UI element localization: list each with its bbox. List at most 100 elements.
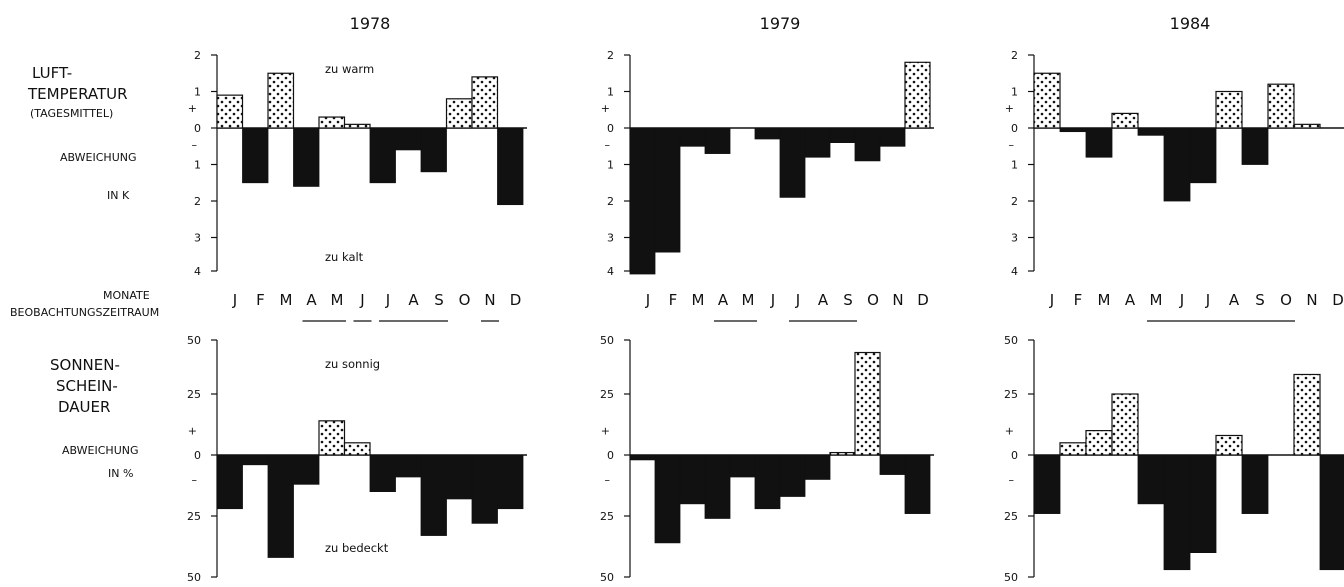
bar-1978-5 [318,116,346,129]
bar-1978-1 [216,454,243,510]
month-label: A [818,291,829,309]
bar-1979-9 [829,451,856,456]
y-tick-label: 2 [1011,49,1018,62]
y-tick-label: 2 [607,195,614,208]
y-tick-label: 25 [1004,388,1018,401]
y-tick-label: 4 [607,265,614,278]
month-label: M [280,291,293,309]
bar-1979-2 [654,454,681,544]
sun-below-note: zu bedeckt [325,541,389,555]
bar-1984-9 [1241,127,1269,165]
plus-sign: + [1005,102,1014,115]
bar-1978-12 [497,454,524,510]
month-label: F [1074,291,1083,309]
y-tick-label: 1 [194,159,201,172]
bar-1978-5 [318,420,346,456]
bar-1978-9 [420,127,447,173]
bar-1979-11 [879,127,906,147]
y-tick-label: 4 [1011,265,1018,278]
y-tick-label: 1 [607,159,614,172]
y-tick-label: 0 [607,449,614,462]
y-tick-label: 50 [600,571,614,584]
month-label: N [1306,291,1317,309]
bar-1979-7 [779,454,806,497]
month-label: A [718,291,729,309]
month-label: A [1125,291,1136,309]
bar-1978-2 [242,127,269,184]
bar-1978-1 [216,94,244,129]
bar-1978-4 [293,454,320,485]
bar-1984-1 [1033,454,1061,514]
bar-1978-11 [471,454,498,524]
bar-1979-12 [904,454,931,514]
month-label: J [1049,291,1054,309]
side-labels: LUFT- TEMPERATUR (TAGESMITTEL) ABWEICHUN… [10,64,159,480]
month-label: D [1332,291,1344,309]
month-label: S [843,291,853,309]
minus-sign: – [605,473,611,486]
bar-1978-9 [420,454,447,536]
bar-1979-7 [779,127,806,198]
bar-1978-3 [267,454,294,558]
bar-1979-6 [754,454,781,510]
bar-1979-1 [629,127,656,275]
bar-1984-5 [1137,454,1165,505]
chart-title: 1978 [350,14,391,33]
months-label: MONATE [103,289,150,302]
bar-1979-1 [629,454,656,461]
plus-sign: + [601,102,610,115]
bar-1984-9 [1241,454,1269,514]
y-tick-label: 3 [607,232,614,245]
bar-1978-6 [343,123,371,129]
bar-1978-12 [497,127,524,206]
bar-1979-3 [679,454,706,505]
month-label: O [459,291,471,309]
plus-sign: + [1005,425,1014,438]
bar-1984-6 [1163,127,1191,202]
y-tick-label: 25 [187,388,201,401]
month-label: M [692,291,705,309]
y-tick-label: 25 [187,510,201,523]
month-label: J [385,291,390,309]
bar-1984-4 [1111,112,1139,129]
bar-1979-9 [829,127,856,143]
sunshine-panel-1978: 50 25 0 25 50 + – [187,334,527,584]
month-label: A [1229,291,1240,309]
bar-1978-7 [369,454,396,492]
month-label: J [645,291,650,309]
y-tick-label: 0 [1011,449,1018,462]
plus-sign: + [601,425,610,438]
sunshine-label-line2: SCHEIN- [56,377,118,395]
y-tick-label: 0 [1011,122,1018,135]
bar-1978-7 [369,127,396,184]
month-label: A [306,291,317,309]
y-tick-label: 50 [1004,571,1018,584]
month-label: F [256,291,265,309]
month-label: S [434,291,444,309]
bar-1978-10 [446,454,473,500]
month-label: M [742,291,755,309]
bar-1978-4 [293,127,320,187]
temp-below-note: zu kalt [325,250,364,264]
temperature-label-line2: TEMPERATUR [27,85,128,103]
y-tick-label: 50 [1004,334,1018,347]
y-tick-label: 1 [1011,86,1018,99]
month-label: J [795,291,800,309]
sunshine-label-line3: DAUER [58,398,110,416]
minus-sign: – [192,138,198,151]
bar-1979-4 [704,454,731,519]
month-label: J [770,291,775,309]
month-label: N [892,291,903,309]
bar-1984-3 [1085,127,1113,158]
bar-1984-2 [1059,442,1087,456]
month-label: N [484,291,495,309]
bar-1979-6 [754,127,781,140]
y-tick-label: 2 [194,195,201,208]
month-label: M [1098,291,1111,309]
sun-deviation-label-line2: IN % [108,467,133,480]
y-tick-label: 0 [194,122,201,135]
bar-1978-8 [395,454,422,478]
month-label: D [917,291,929,309]
temp-deviation-label-line1: ABWEICHUNG [60,151,137,164]
